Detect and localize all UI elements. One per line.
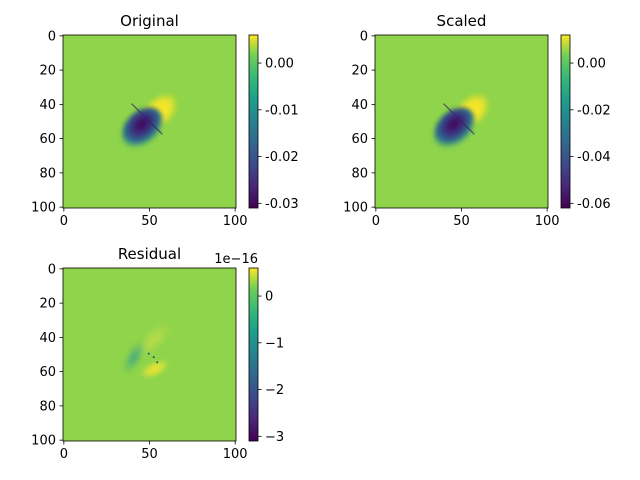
colorbar-tick-label: 0.00 [577, 57, 606, 72]
y-tick-label: 40 [39, 331, 56, 346]
y-tick-label: 80 [39, 399, 56, 414]
y-tick-label: 80 [39, 166, 56, 181]
panel-title: Scaled [437, 12, 487, 30]
colorbar-tick-label: -0.02 [265, 150, 299, 165]
y-tick-label: 80 [351, 166, 368, 181]
colorbar-gradient [561, 35, 570, 208]
colorbar-gradient [249, 35, 258, 208]
y-tick-label: 0 [360, 29, 368, 44]
colorbar-gradient [249, 268, 258, 441]
y-tick-label: 0 [48, 29, 56, 44]
heatmap-features [121, 92, 179, 150]
y-tick-label: 40 [351, 98, 368, 113]
colorbar-tick-label: -0.06 [577, 197, 611, 212]
panel-scaled: Scaled 0 50 100 0 20 40 60 80 100 0.00 -0.02 -0.04 -0… [343, 12, 610, 229]
y-tick-label: 20 [351, 64, 368, 79]
y-tick-label: 60 [39, 365, 56, 380]
heatmap-features [433, 92, 491, 150]
y-tick-label: 0 [48, 262, 56, 277]
negative-lobe [121, 107, 164, 150]
y-tick-label: 60 [39, 132, 56, 147]
x-tick-label: 0 [372, 214, 380, 229]
residual-dot [156, 361, 159, 364]
residual-dot [147, 352, 150, 355]
panel-title: Residual [118, 245, 181, 263]
x-tick-label: 50 [453, 214, 470, 229]
y-tick-label: 20 [39, 297, 56, 312]
colorbar: 0 −1 −2 −3 1e−16 [214, 252, 284, 445]
colorbar-frame [560, 34, 571, 209]
panel-original: Original 0 50 100 0 20 40 60 80 100 0.00 -0.01 -0.02… [31, 12, 298, 229]
colorbar-tick-label: -0.02 [577, 103, 611, 118]
colorbar: 0.00 -0.02 -0.04 -0.06 [560, 34, 611, 212]
colorbar-frame [248, 34, 259, 209]
colorbar: 0.00 -0.01 -0.02 -0.03 [248, 34, 299, 212]
y-tick-label: 100 [343, 201, 368, 216]
y-tick-label: 100 [31, 201, 56, 216]
colorbar-tick-label: -0.03 [265, 197, 299, 212]
x-tick-label: 0 [60, 214, 68, 229]
x-tick-label: 50 [141, 214, 158, 229]
diagonal-edge [443, 103, 475, 135]
x-tick-label: 100 [535, 214, 560, 229]
colorbar-frame [248, 267, 259, 442]
x-tick-label: 100 [223, 214, 248, 229]
heatmap-features [122, 321, 173, 379]
colorbar-tick-label: 0 [265, 290, 273, 305]
panel-title: Original [120, 12, 179, 30]
y-tick-label: 40 [39, 98, 56, 113]
residual-teal-band [122, 340, 146, 374]
panel-residual: Residual 0 50 100 0 20 40 60 80 100 0 −1 −2 −3 1e−16 [31, 245, 284, 462]
y-tick-label: 20 [39, 64, 56, 79]
colorbar-tick-label: -0.04 [577, 150, 611, 165]
y-tick-label: 60 [351, 132, 368, 147]
colorbar-tick-label: −1 [265, 336, 284, 351]
residual-yellow-band [140, 360, 169, 379]
x-tick-label: 100 [223, 447, 248, 462]
x-tick-label: 50 [141, 447, 158, 462]
colorbar-tick-label: −3 [265, 430, 284, 445]
residual-dot [152, 356, 155, 359]
colorbar-tick-label: -0.01 [265, 103, 299, 118]
negative-lobe [433, 107, 476, 150]
diagonal-edge [131, 103, 163, 135]
colorbar-tick-label: −2 [265, 383, 284, 398]
colorbar-offset-label: 1e−16 [214, 252, 258, 267]
x-tick-label: 0 [60, 447, 68, 462]
y-tick-label: 100 [31, 434, 56, 449]
colorbar-tick-label: 0.00 [265, 57, 294, 72]
